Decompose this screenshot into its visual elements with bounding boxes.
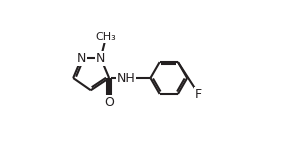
Text: F: F [195,88,202,101]
Text: N: N [96,52,105,65]
Text: N: N [77,52,86,65]
Text: CH₃: CH₃ [96,32,116,42]
Text: NH: NH [117,72,135,84]
Text: O: O [104,96,114,109]
